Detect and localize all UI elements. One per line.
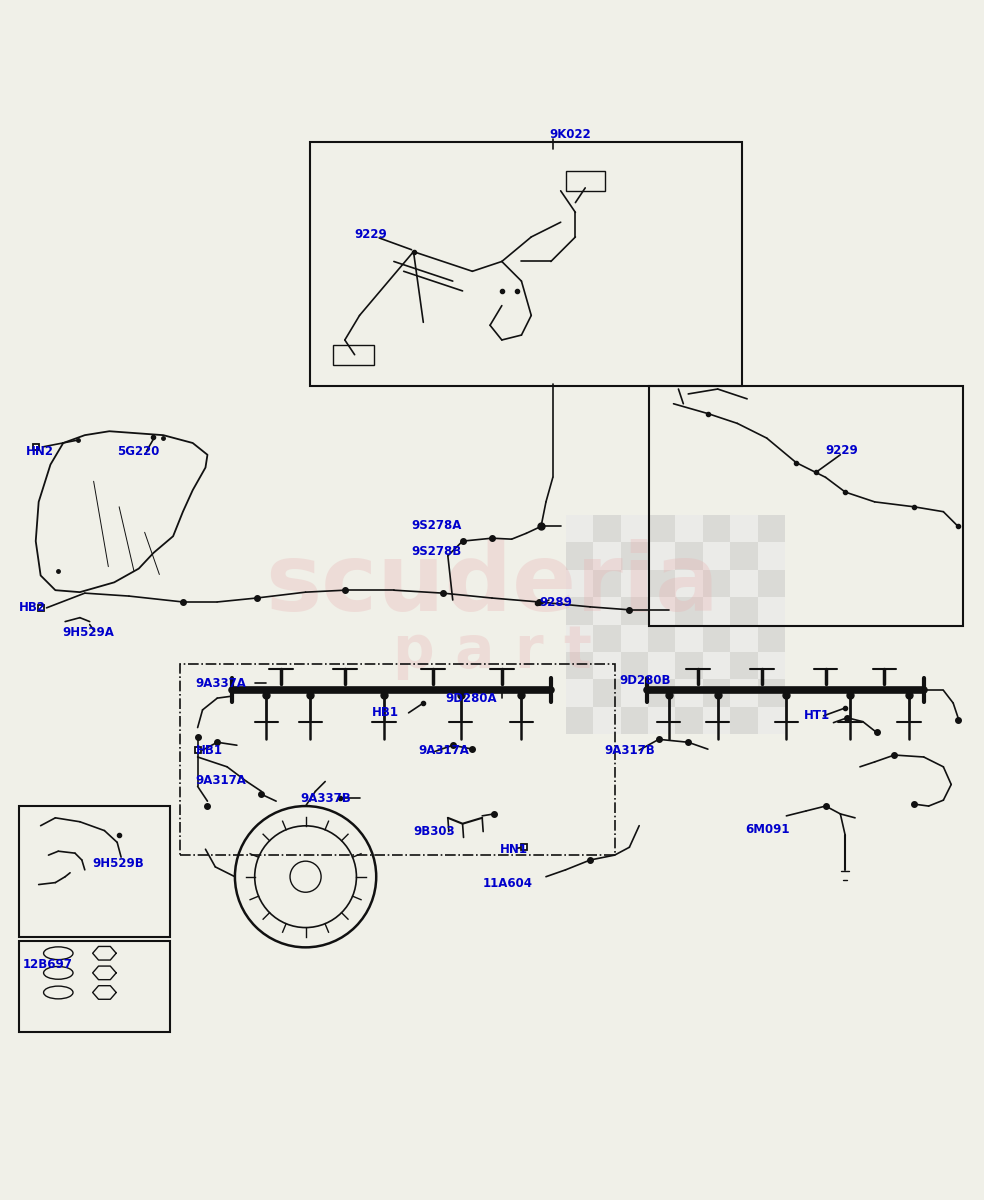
Bar <box>621 652 648 679</box>
Bar <box>566 679 593 707</box>
Text: 9H529A: 9H529A <box>62 626 114 638</box>
Bar <box>621 570 648 598</box>
Text: 9229: 9229 <box>354 228 388 241</box>
Bar <box>675 624 703 652</box>
Bar <box>621 707 648 734</box>
Bar <box>180 664 615 856</box>
Text: HB1: HB1 <box>372 707 400 719</box>
Text: 9B303: 9B303 <box>413 826 456 838</box>
Bar <box>566 542 593 570</box>
Bar <box>648 542 675 570</box>
Text: 9229: 9229 <box>826 444 858 457</box>
Bar <box>675 598 703 624</box>
Text: HB2: HB2 <box>19 601 46 614</box>
Bar <box>675 570 703 598</box>
Bar <box>19 942 170 1032</box>
Bar <box>333 344 374 365</box>
Bar <box>593 570 621 598</box>
Bar <box>648 652 675 679</box>
Text: HN2: HN2 <box>26 445 54 458</box>
Bar <box>703 515 730 542</box>
Bar <box>675 542 703 570</box>
Bar <box>675 707 703 734</box>
Text: 9K022: 9K022 <box>549 128 590 140</box>
Bar <box>593 707 621 734</box>
Bar <box>675 679 703 707</box>
Bar <box>593 679 621 707</box>
Bar <box>649 386 963 626</box>
Bar <box>566 652 593 679</box>
Text: 11A604: 11A604 <box>482 877 532 890</box>
Bar <box>758 652 785 679</box>
Text: 9A337A: 9A337A <box>196 677 247 690</box>
Bar <box>675 515 703 542</box>
Bar <box>621 624 648 652</box>
Bar <box>758 598 785 624</box>
Text: 9A317B: 9A317B <box>605 744 655 757</box>
Bar <box>758 624 785 652</box>
Text: 9A317A: 9A317A <box>418 744 469 757</box>
Text: scuderia: scuderia <box>265 539 719 631</box>
Bar <box>566 515 593 542</box>
Text: 12B697: 12B697 <box>23 958 73 971</box>
Text: HT1: HT1 <box>804 709 830 722</box>
Bar <box>621 679 648 707</box>
Bar <box>19 806 170 936</box>
Bar <box>566 598 593 624</box>
Text: 5G220: 5G220 <box>117 445 159 458</box>
Bar <box>648 679 675 707</box>
Text: 9A317A: 9A317A <box>196 774 247 787</box>
Text: HN1: HN1 <box>500 842 527 856</box>
Bar <box>621 542 648 570</box>
Bar <box>730 515 758 542</box>
Text: 9S278A: 9S278A <box>411 518 461 532</box>
Text: 9D280B: 9D280B <box>620 674 671 686</box>
Text: 6M091: 6M091 <box>745 823 789 836</box>
Bar <box>648 598 675 624</box>
Bar <box>566 707 593 734</box>
Text: 9D280A: 9D280A <box>445 691 497 704</box>
Bar <box>758 679 785 707</box>
Bar <box>758 570 785 598</box>
Bar <box>566 172 605 191</box>
Bar <box>703 707 730 734</box>
Bar <box>703 624 730 652</box>
Bar <box>730 624 758 652</box>
Bar <box>730 652 758 679</box>
Bar <box>758 542 785 570</box>
Bar <box>593 598 621 624</box>
Bar <box>566 570 593 598</box>
Bar <box>675 652 703 679</box>
Text: 9A337B: 9A337B <box>301 792 351 805</box>
Bar <box>703 679 730 707</box>
Bar <box>730 598 758 624</box>
Bar <box>648 570 675 598</box>
Bar <box>648 624 675 652</box>
Bar <box>648 515 675 542</box>
Bar <box>593 624 621 652</box>
Bar <box>593 542 621 570</box>
Text: HB1: HB1 <box>196 744 222 757</box>
Text: 9S278B: 9S278B <box>411 546 461 558</box>
Bar <box>593 515 621 542</box>
Bar <box>730 570 758 598</box>
Bar <box>311 142 742 386</box>
Bar <box>621 515 648 542</box>
Bar <box>758 707 785 734</box>
Bar <box>758 515 785 542</box>
Bar <box>566 624 593 652</box>
Text: p a r t: p a r t <box>393 623 591 679</box>
Bar <box>703 542 730 570</box>
Bar <box>703 598 730 624</box>
Bar <box>730 707 758 734</box>
Text: 9H529B: 9H529B <box>92 858 145 870</box>
Bar <box>703 570 730 598</box>
Bar <box>648 707 675 734</box>
Text: 9289: 9289 <box>539 596 572 610</box>
Bar <box>703 652 730 679</box>
Bar <box>593 652 621 679</box>
Bar <box>730 542 758 570</box>
Bar <box>621 598 648 624</box>
Bar <box>730 679 758 707</box>
